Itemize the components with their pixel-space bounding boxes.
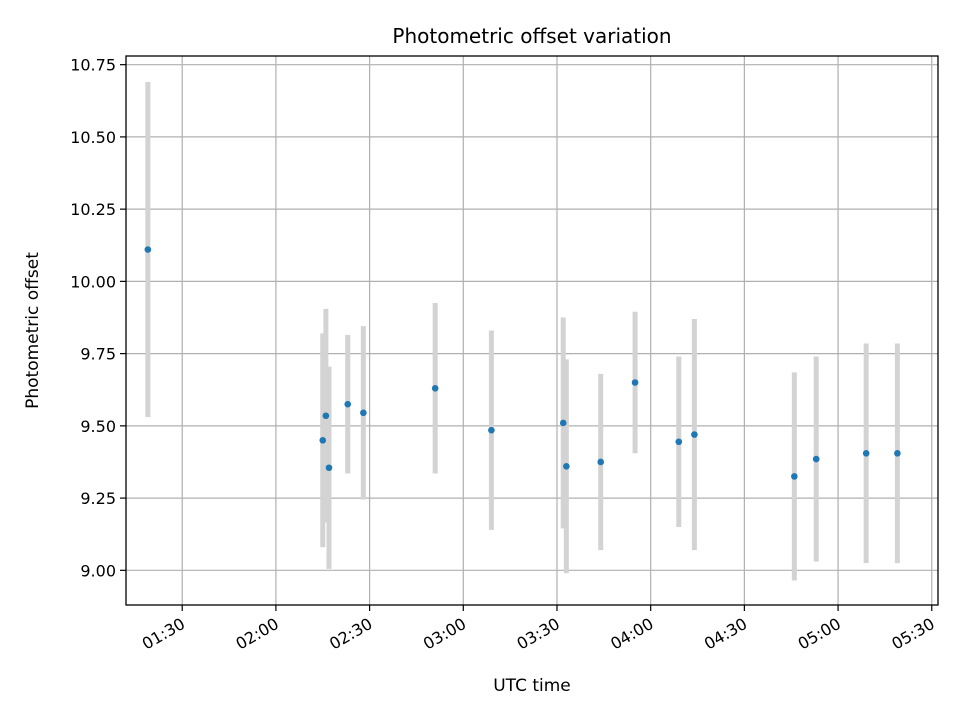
data-point	[791, 473, 798, 480]
data-point	[812, 455, 820, 463]
y-tick-label: 9.50	[80, 417, 116, 436]
x-tick-label: 04:30	[701, 614, 750, 654]
data-point	[319, 437, 327, 444]
y-tick-label: 9.00	[80, 561, 116, 580]
data-point	[559, 419, 567, 427]
x-tick-label: 02:30	[326, 614, 375, 654]
data-point	[675, 438, 683, 446]
x-tick-label: 02:00	[232, 614, 281, 654]
data-point	[597, 458, 605, 466]
x-axis-ticks: 01:30 02:00 02:30 03:00 03:30 04:00 04:30 05:00…	[139, 605, 938, 654]
x-axis-label: UTC time	[493, 676, 571, 696]
y-axis-label: Photometric offset	[23, 252, 43, 409]
x-tick-label: 05:00	[795, 614, 844, 654]
data-point	[894, 450, 901, 457]
data-point	[344, 400, 352, 408]
y-tick-label: 10.25	[70, 200, 116, 219]
data-point	[144, 246, 152, 253]
y-tick-label: 10.75	[70, 56, 116, 75]
y-tick-label: 9.75	[80, 345, 116, 364]
data-point	[862, 450, 870, 457]
chart-title: Photometric offset variation	[392, 24, 671, 48]
error-bars	[145, 82, 900, 581]
data-point	[360, 409, 367, 417]
y-axis-ticks: 9.00 9.25 9.50 9.75 10.00 10.25 10.50 10.75	[70, 56, 126, 580]
data-point	[325, 464, 333, 472]
data-point	[322, 412, 330, 420]
grid-lines	[126, 56, 938, 605]
data-point	[631, 379, 639, 386]
x-tick-label: 01:30	[139, 614, 188, 654]
data-point	[431, 384, 439, 392]
x-tick-label: 05:30	[888, 614, 937, 654]
x-tick-label: 04:00	[607, 614, 656, 654]
x-tick-label: 03:30	[514, 614, 563, 654]
y-tick-label: 9.25	[80, 489, 116, 508]
data-points	[144, 246, 901, 480]
data-point	[691, 431, 698, 438]
y-tick-label: 10.00	[70, 272, 116, 291]
x-tick-label: 03:00	[420, 614, 469, 654]
y-tick-label: 10.50	[70, 128, 116, 147]
data-point	[488, 426, 495, 434]
data-point	[563, 463, 570, 470]
plot-frame	[125, 55, 939, 606]
